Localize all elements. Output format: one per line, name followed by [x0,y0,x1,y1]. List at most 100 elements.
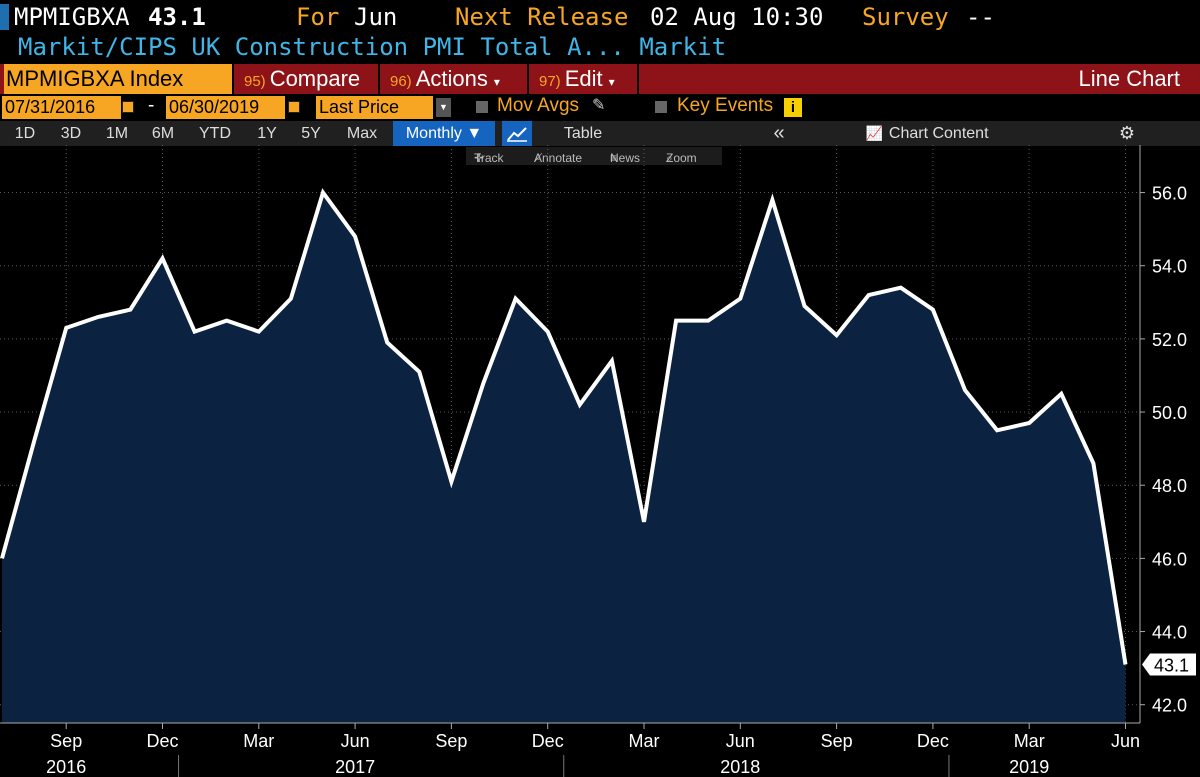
for-label: For [296,3,340,31]
pencil-icon[interactable]: ✎ [592,97,606,114]
next-release-value: 02 Aug 10:30 [650,3,824,31]
y-tick-label: 42.0 [1152,696,1187,716]
x-tick-label: Jun [341,731,370,751]
line-style-button[interactable] [502,121,532,146]
x-tick-label: Mar [1014,731,1045,751]
period-bar: 1D 3D 1M 6M YTD 1Y 5Y Max Monthly ▼ Tabl… [0,121,1200,146]
period-3d-button[interactable]: 3D [60,125,82,142]
security-field-text: MPMIGBXA Index [6,66,184,91]
security-header: MPMIGBXA 43.1 For Jun Next Release 02 Au… [0,0,1200,34]
x-tick-label: Sep [821,731,853,751]
actions-label: Actions [415,66,488,91]
survey-label: Survey [862,3,949,31]
edit-button[interactable]: 97) Edit ▾ [539,64,615,94]
annotate-label: Annotate [534,151,583,165]
security-description: Markit/CIPS UK Construction PMI Total A.… [18,33,727,61]
x-tick-label: Sep [435,731,467,751]
end-date-field[interactable]: 06/30/2019 [166,96,285,119]
y-tick-label: 54.0 [1152,257,1187,277]
pmi-line [0,188,1128,665]
news-label: News [610,151,641,165]
y-tick-label: 52.0 [1152,330,1187,350]
calendar-icon[interactable] [288,101,300,113]
date-range-dash: - [148,95,155,116]
period-5y-button[interactable]: 5Y [301,125,321,142]
y-tick-label: 50.0 [1152,403,1187,423]
toolbar-divider [527,64,529,94]
pmi-chart[interactable]: 42.0 44.0 46.0 48.0 50.0 52.0 54.0 56.0 Sep Dec Ma… [0,145,1200,777]
edit-label: Edit [564,66,603,91]
last-value-label: 43.1 [1154,655,1189,675]
x-tick-label: Mar [629,731,660,751]
x-year-label: 2018 [720,757,760,777]
price-field-select[interactable]: Last Price [316,96,433,119]
x-tick-label: Dec [146,731,178,751]
chart-content-label: Chart Content [888,125,989,142]
next-release-label: Next Release [455,3,629,31]
period-1y-button[interactable]: 1Y [257,125,277,142]
compare-label: Compare [269,66,361,91]
security-field[interactable]: MPMIGBXA Index [4,64,232,94]
last-value: 43.1 [148,3,206,31]
y-tick-label: 46.0 [1152,549,1187,569]
crosshair-icon: ✛ [474,151,485,165]
chart-content-icon: 📈 [865,125,883,141]
annotate-icon: ⟋ [534,151,543,165]
collapse-panel-icon[interactable]: « [773,122,785,144]
track-label: Track [474,151,504,165]
zoom-label: Zoom [666,151,697,165]
settings-gear-icon[interactable]: ⚙ [1118,123,1136,143]
info-icon[interactable]: i [784,98,802,117]
chart-tools-bar: ✛ Track ⟋ Annotate ≡ News ⌕ Zoom [466,147,722,165]
actions-button[interactable]: 96) Actions ▾ [390,64,500,94]
y-tick-label: 56.0 [1152,184,1187,204]
compare-button[interactable]: 95) Compare [244,64,360,94]
period-1d-button[interactable]: 1D [14,125,36,142]
dropdown-arrow-icon[interactable]: ▼ [436,98,451,117]
period-1m-button[interactable]: 1M [105,125,129,142]
main-toolbar: MPMIGBXA Index 95) Compare 96) Actions ▾ 97… [0,64,1200,94]
line-chart-icon [507,127,527,142]
x-year-label: 2019 [1009,757,1049,777]
edit-caret-icon: ▾ [608,75,615,89]
x-year-label: 2017 [335,757,375,777]
chart-options-bar: 07/31/2016 - 06/30/2019 Last Price ▼ Mov… [0,95,1200,120]
magnifier-icon: ⌕ [666,151,673,165]
mov-avgs-checkbox[interactable] [476,101,488,113]
compare-number: 95) [244,73,266,90]
start-date-field[interactable]: 07/31/2016 [2,96,121,119]
key-events-checkbox[interactable] [655,101,667,113]
chart-axes: 42.0 44.0 46.0 48.0 50.0 52.0 54.0 56.0 Sep Dec Ma… [0,145,1196,777]
x-year-label: 2016 [46,757,86,777]
mov-avgs-label: Mov Avgs [497,95,580,116]
frequency-dropdown[interactable]: Monthly ▼ [393,121,495,146]
actions-number: 96) [390,73,412,90]
period-ytd-button[interactable]: YTD [199,125,231,142]
period-6m-button[interactable]: 6M [151,125,175,142]
x-tick-label: Dec [532,731,564,751]
for-period: Jun [354,3,398,31]
last-value-tag [1142,653,1196,676]
survey-value: -- [966,3,995,31]
ticker-symbol: MPMIGBXA [14,3,130,31]
actions-caret-icon: ▾ [493,75,500,89]
x-tick-label: Jun [726,731,755,751]
x-tick-label: Jun [1111,731,1140,751]
chart-type-label: Line Chart [1078,66,1180,91]
toolbar-divider [232,64,234,94]
y-tick-label: 48.0 [1152,476,1187,496]
chart-content-button[interactable]: 📈 Chart Content [852,121,1002,146]
x-tick-label: Mar [243,731,274,751]
key-events-label: Key Events [677,95,774,116]
table-button[interactable]: Table [563,125,603,142]
toolbar-divider [378,64,380,94]
news-icon: ≡ [610,151,618,165]
header-marker [0,4,9,30]
y-tick-label: 44.0 [1152,623,1187,643]
x-tick-label: Sep [50,731,82,751]
toolbar-divider [637,64,639,94]
period-max-button[interactable]: Max [346,125,378,142]
edit-number: 97) [539,73,561,90]
x-tick-label: Dec [917,731,949,751]
calendar-icon[interactable] [122,101,134,113]
